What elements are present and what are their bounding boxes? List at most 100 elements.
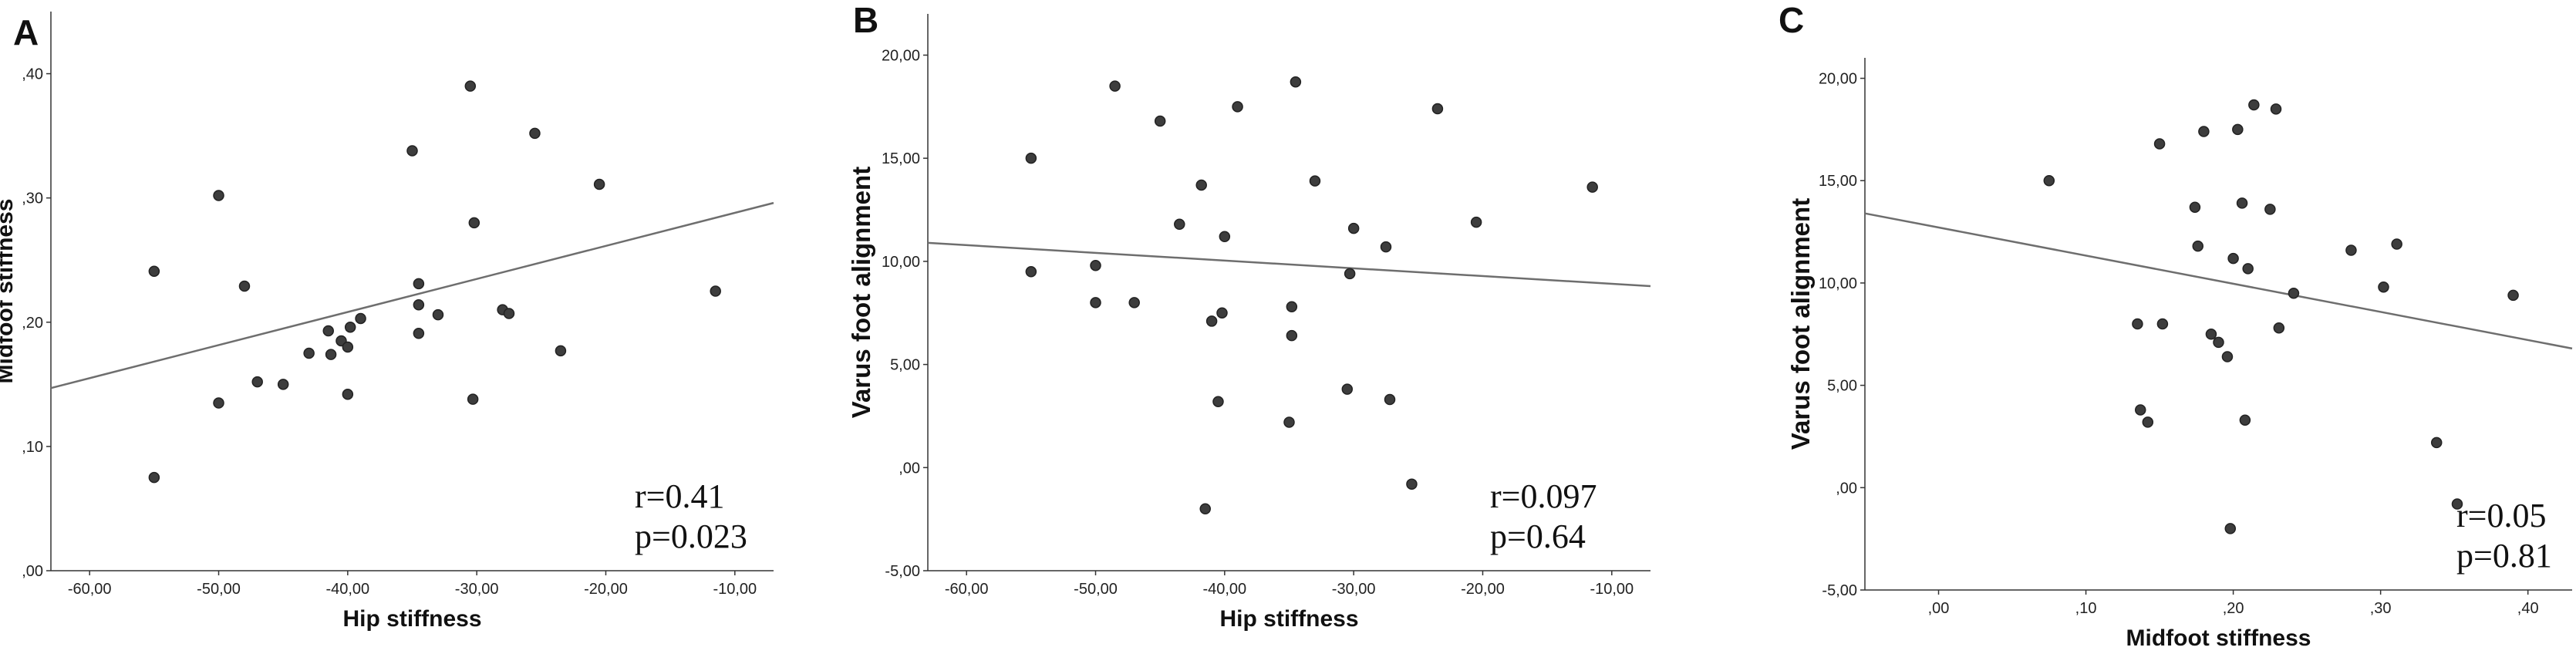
data-point (1290, 76, 1302, 88)
data-point (2192, 240, 2204, 252)
x-tick-label: -30,00 (1332, 581, 1376, 598)
y-tick-label: -5,00 (885, 563, 920, 580)
x-axis-label: Hip stiffness (1219, 606, 1358, 632)
data-point (277, 379, 289, 390)
chart-panel-c: -5,00 ,00 5,00 10,00 15,00 20,00 ,00 ,10 ,20 ,30,… (1779, 0, 2573, 651)
y-tick-label: ,00 (22, 563, 43, 580)
x-tick-label: -60,00 (945, 581, 989, 598)
x-tick-label: ,20 (2223, 600, 2244, 617)
x-axis-label: Hip stiffness (342, 606, 481, 632)
y-tick-label: -5,00 (1822, 582, 1857, 599)
data-point (1205, 315, 1218, 327)
x-tick-label: -10,00 (1590, 581, 1634, 598)
data-point (213, 190, 224, 201)
correlation-r-label: r=0.097 (1490, 477, 1597, 515)
data-point (2264, 204, 2276, 215)
correlation-r-label: r=0.41 (635, 477, 724, 515)
data-point (1109, 80, 1121, 92)
data-point (1199, 503, 1211, 515)
data-point (2288, 287, 2300, 299)
data-point (1470, 216, 1482, 228)
data-point (710, 285, 721, 297)
data-point (1232, 101, 1243, 113)
x-tick-label: -40,00 (1202, 581, 1246, 598)
data-point (413, 328, 425, 339)
y-tick-label: 15,00 (1819, 173, 1857, 190)
data-point (1341, 383, 1354, 395)
data-point (1286, 301, 1298, 312)
data-point (2198, 126, 2210, 137)
x-tick-label: -40,00 (325, 581, 369, 598)
data-point (406, 145, 418, 157)
regression-line (927, 241, 1651, 288)
data-point (2213, 336, 2224, 349)
data-point (432, 308, 444, 321)
data-point (1286, 329, 1298, 342)
correlation-p-label: p=0.81 (2456, 537, 2552, 575)
data-point (2451, 498, 2463, 510)
data-point (2189, 201, 2201, 213)
data-point (2224, 523, 2237, 534)
data-point (342, 388, 354, 400)
y-tick-label: ,10 (22, 439, 43, 456)
x-tick-label: -20,00 (1461, 581, 1505, 598)
y-axis-label: Midfoof stiffness (0, 199, 18, 384)
data-point (2345, 244, 2357, 256)
data-point (2156, 318, 2169, 330)
chart-panel-a: ,00 ,10 ,20 ,30 ,40 -60,00 -50,00 -40,00 -30,00 -… (0, 12, 774, 632)
data-point (1406, 478, 1418, 490)
data-point (467, 393, 479, 405)
correlation-r-label: r=0.05 (2456, 497, 2546, 534)
data-point (344, 321, 356, 333)
data-point (213, 397, 224, 409)
data-point (148, 471, 160, 484)
data-point (1216, 307, 1228, 319)
data-point (1283, 416, 1295, 428)
data-point (1344, 268, 1356, 280)
regression-line (50, 201, 774, 389)
y-tick-label: ,00 (899, 460, 920, 477)
data-point (251, 376, 263, 388)
correlation-p-label: p=0.64 (1490, 517, 1586, 555)
data-point (468, 217, 480, 229)
data-point (2132, 318, 2143, 330)
y-tick-label: ,40 (22, 66, 43, 83)
x-tick-label: -20,00 (584, 581, 628, 598)
data-point (2430, 437, 2443, 449)
data-point (1090, 297, 1101, 308)
y-tick-label: 5,00 (890, 357, 920, 374)
data-point (355, 312, 366, 325)
data-point (1174, 218, 1185, 231)
data-point (1154, 115, 1166, 127)
x-tick-label: ,10 (2075, 600, 2097, 617)
data-point (2134, 404, 2146, 416)
y-tick-label: 20,00 (882, 47, 920, 64)
x-axis-label: Midfoot stiffness (2126, 625, 2311, 651)
data-point (1090, 259, 1101, 271)
data-point (2221, 351, 2234, 362)
data-point (593, 178, 605, 190)
panel-letter: C (1779, 0, 1804, 40)
data-point (555, 345, 567, 357)
data-point (413, 278, 425, 290)
data-point (2227, 252, 2239, 265)
y-tick-label: ,20 (22, 315, 43, 332)
chart-panel-b: -5,00 ,00 5,00 10,00 15,00 20,00 -60,00 -50,00 -… (847, 0, 1651, 632)
data-point (322, 325, 334, 337)
correlation-p-label: p=0.023 (635, 517, 747, 555)
data-point (2239, 414, 2251, 426)
data-point (1025, 152, 1037, 164)
y-tick-label: 10,00 (882, 254, 920, 271)
y-axis-label: Varus foot alignment (1786, 198, 1815, 450)
data-point (529, 127, 541, 140)
data-point (1586, 181, 1598, 193)
data-point (2142, 416, 2154, 428)
data-point (1219, 231, 1231, 243)
x-tick-label: -50,00 (197, 581, 241, 598)
y-tick-label: 15,00 (882, 150, 920, 167)
y-tick-label: ,30 (22, 190, 43, 207)
data-point (2205, 329, 2217, 340)
y-axis-label: Varus foot alignment (847, 167, 875, 418)
